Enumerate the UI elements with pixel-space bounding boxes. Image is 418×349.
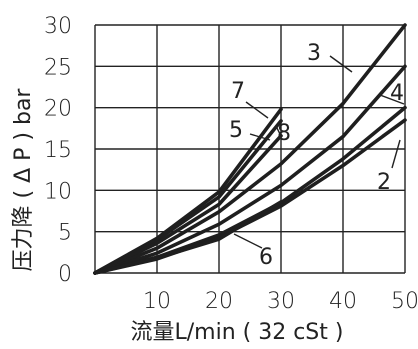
x-tick-label: 50 bbox=[391, 289, 418, 314]
series-group bbox=[93, 23, 407, 275]
y-tick-labels: 0 5 10 15 20 25 30 bbox=[44, 14, 72, 287]
y-tick-label: 15 bbox=[44, 138, 72, 163]
x-tick-labels: 10 20 30 40 50 bbox=[143, 289, 418, 314]
series-line-4 bbox=[93, 64, 407, 275]
series-callouts: 7 5 8 3 4 2 6 bbox=[229, 41, 404, 270]
y-tick-label: 0 bbox=[58, 262, 72, 287]
y-tick-label: 30 bbox=[44, 14, 72, 39]
callout-label-4: 4 bbox=[390, 81, 404, 106]
series-line-5 bbox=[93, 133, 283, 275]
y-tick-label: 20 bbox=[44, 97, 72, 122]
x-tick-label: 20 bbox=[205, 289, 233, 314]
callout-leader-3 bbox=[329, 55, 353, 73]
y-tick-label: 10 bbox=[44, 179, 72, 204]
callout-label-8: 8 bbox=[277, 121, 291, 146]
callout-leader-8 bbox=[275, 125, 281, 135]
callout-label-3: 3 bbox=[307, 41, 321, 66]
callout-leader-6 bbox=[233, 233, 263, 249]
callout-label-7: 7 bbox=[231, 79, 245, 104]
series-line-6 bbox=[93, 200, 283, 275]
y-tick-label: 5 bbox=[58, 221, 72, 246]
callout-label-6: 6 bbox=[259, 245, 273, 270]
y-tick-label: 25 bbox=[44, 55, 72, 80]
callout-leaders bbox=[233, 55, 405, 249]
grid bbox=[94, 24, 406, 274]
series-line-3 bbox=[93, 23, 407, 275]
x-tick-label: 40 bbox=[329, 289, 357, 314]
x-tick-label: 30 bbox=[267, 289, 295, 314]
y-axis-label: 压力降 ( Δ P ) bar bbox=[11, 88, 36, 272]
callout-leader-5 bbox=[249, 133, 271, 141]
callout-leader-4 bbox=[379, 94, 405, 105]
x-tick-label: 10 bbox=[143, 289, 171, 314]
callout-label-2: 2 bbox=[377, 170, 391, 195]
x-axis-label: 流量L/min ( 32 cSt ) bbox=[131, 320, 344, 345]
callout-label-5: 5 bbox=[229, 118, 243, 143]
callout-leader-2 bbox=[391, 139, 401, 169]
callout-leader-7 bbox=[245, 101, 269, 119]
